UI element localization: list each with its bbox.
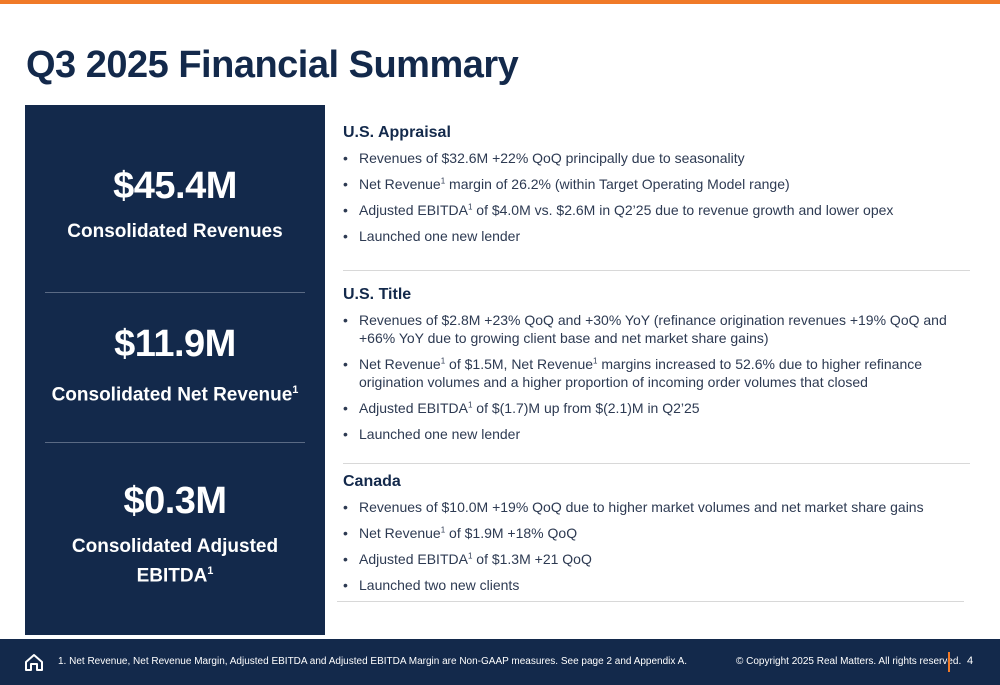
bullet-text: Adjusted EBITDA — [359, 202, 468, 218]
home-icon — [24, 653, 44, 671]
footnote-marker: 1 — [467, 400, 473, 410]
bullet-item: Revenues of $2.8M +23% QoQ and +30% YoY … — [343, 311, 970, 347]
page-title: Q3 2025 Financial Summary — [26, 44, 519, 86]
kpi-revenues: $45.4M Consolidated Revenues — [25, 165, 325, 244]
bullet-text: Net Revenue — [359, 176, 441, 192]
bullet-text: of $1.5M, Net Revenue — [445, 356, 594, 372]
footnote-marker: 1 — [467, 202, 473, 212]
kpi-label-line1: Consolidated Adjusted — [71, 536, 279, 557]
section-divider — [337, 601, 964, 602]
bullet-item: Net Revenue1 of $1.9M +18% QoQ — [343, 524, 970, 542]
bullet-item: Net Revenue1 of $1.5M, Net Revenue1 marg… — [343, 355, 970, 391]
section-heading: U.S. Title — [343, 286, 412, 303]
bullet-item: Launched one new lender — [343, 425, 970, 443]
section-divider — [343, 463, 970, 464]
bullet-list: Revenues of $10.0M +19% QoQ due to highe… — [343, 498, 970, 594]
bullet-text: of $4.0M vs. $2.6M in Q2’25 due to reven… — [472, 202, 894, 218]
bullet-list: Revenues of $32.6M +22% QoQ principally … — [343, 149, 970, 245]
kpi-label: Consolidated Adjusted EBITDA1 — [25, 535, 325, 588]
section-heading: U.S. Appraisal — [343, 124, 451, 141]
bullet-item: Launched two new clients — [343, 576, 970, 594]
kpi-panel: $45.4M Consolidated Revenues $11.9M Cons… — [25, 105, 325, 635]
section-divider — [343, 270, 970, 271]
bullet-text: Adjusted EBITDA — [359, 551, 468, 567]
footnote-marker: 1 — [593, 356, 598, 366]
kpi-value: $45.4M — [113, 165, 237, 207]
bullet-item: Launched one new lender — [343, 227, 970, 245]
bullet-text: of $1.9M +18% QoQ — [445, 525, 578, 541]
footer-divider — [948, 652, 950, 672]
kpi-label: Consolidated Revenues — [67, 221, 283, 242]
footnote-marker: 1 — [467, 551, 473, 561]
footnote-marker: 1 — [440, 356, 446, 366]
bullet-text: Net Revenue — [359, 525, 441, 541]
footnote-marker: 1 — [207, 565, 214, 577]
kpi-label: Consolidated Net Revenue1 — [25, 378, 325, 407]
kpi-adjusted-ebitda: $0.3M Consolidated Adjusted EBITDA1 — [25, 480, 325, 588]
kpi-label-text: EBITDA — [136, 565, 208, 587]
bullet-text: margins increased to 52.6% due to higher… — [359, 356, 923, 390]
kpi-divider — [45, 292, 305, 293]
footnote-marker: 1 — [440, 525, 446, 535]
kpi-label-text: Consolidated Net Revenue — [51, 384, 293, 406]
kpi-value: $0.3M — [123, 480, 227, 522]
bullet-text: of $(1.7)M up from $(2.1)M in Q2’25 — [472, 400, 700, 416]
section-heading: Canada — [343, 473, 401, 490]
kpi-label-line2: EBITDA1 — [25, 559, 325, 588]
footnote: 1. Net Revenue, Net Revenue Margin, Adju… — [58, 656, 688, 667]
bullet-item: Adjusted EBITDA1 of $(1.7)M up from $(2.… — [343, 399, 970, 417]
bullet-text: of $1.3M +21 QoQ — [472, 551, 592, 567]
kpi-value: $11.9M — [114, 323, 236, 365]
bullet-text: Adjusted EBITDA — [359, 400, 468, 416]
bullet-item: Adjusted EBITDA1 of $4.0M vs. $2.6M in Q… — [343, 201, 970, 219]
kpi-divider — [45, 442, 305, 443]
bullet-item: Adjusted EBITDA1 of $1.3M +21 QoQ — [343, 550, 970, 568]
bullet-item: Revenues of $32.6M +22% QoQ principally … — [343, 149, 970, 167]
bullet-text: Net Revenue — [359, 356, 441, 372]
top-accent-bar — [0, 0, 1000, 4]
footer-bar: 1. Net Revenue, Net Revenue Margin, Adju… — [0, 639, 1000, 685]
bullet-text: margin of 26.2% (within Target Operating… — [445, 176, 790, 192]
page-number: 4 — [967, 655, 974, 667]
footnote-marker: 1 — [440, 176, 446, 186]
section-us-appraisal: U.S. Appraisal Revenues of $32.6M +22% Q… — [343, 124, 970, 253]
bullet-item: Net Revenue1 margin of 26.2% (within Tar… — [343, 175, 970, 193]
copyright: © Copyright 2025 Real Matters. All right… — [736, 656, 962, 667]
bullet-item: Revenues of $10.0M +19% QoQ due to highe… — [343, 498, 970, 516]
footnote-marker: 1 — [292, 384, 299, 396]
bullet-list: Revenues of $2.8M +23% QoQ and +30% YoY … — [343, 311, 970, 443]
section-canada: Canada Revenues of $10.0M +19% QoQ due t… — [343, 473, 970, 602]
kpi-net-revenue: $11.9M Consolidated Net Revenue1 — [25, 323, 325, 407]
section-us-title: U.S. Title Revenues of $2.8M +23% QoQ an… — [343, 286, 970, 451]
